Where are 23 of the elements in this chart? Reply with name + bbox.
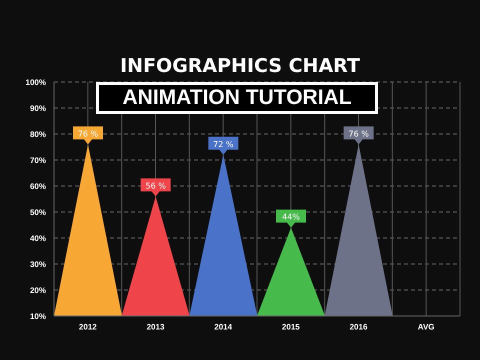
data-label: 72 % xyxy=(213,140,234,149)
y-tick-label: 40% xyxy=(30,234,46,243)
chart-title: INFOGRAPHICS CHART xyxy=(119,54,361,78)
data-label: 44% xyxy=(282,212,300,222)
x-tick-label: 2016 xyxy=(350,322,368,332)
y-tick-label: 70% xyxy=(30,156,46,165)
x-tick-label: 2012 xyxy=(78,322,98,332)
y-tick-label: 80% xyxy=(30,130,46,139)
y-tick-label: 50% xyxy=(30,208,46,217)
y-tick-label: 30% xyxy=(30,260,46,269)
y-tick-label: 100% xyxy=(26,78,46,87)
data-label: 76 % xyxy=(348,129,370,138)
y-tick-label: 20% xyxy=(30,286,46,295)
data-label: 76 % xyxy=(78,129,99,138)
x-tick-label: 2015 xyxy=(282,322,300,332)
chart-subtitle: ANIMATION TUTORIAL xyxy=(96,82,378,114)
x-tick-label: 2013 xyxy=(146,322,165,332)
y-tick-label: 60% xyxy=(30,182,46,191)
x-tick-label: 2014 xyxy=(214,322,233,332)
y-tick-label: 90% xyxy=(30,104,46,113)
x-tick-label: AVG xyxy=(418,322,435,332)
y-tick-label: 10% xyxy=(30,312,46,321)
data-label: 56 % xyxy=(146,181,166,190)
